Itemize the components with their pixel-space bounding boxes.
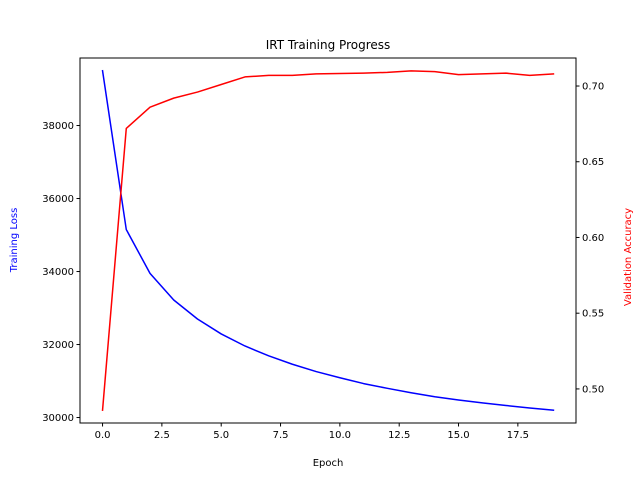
x-tick-label: 15.0 [447,430,469,441]
axes-frame [79,57,577,424]
x-tick-label: 7.5 [273,430,289,441]
chart-title: IRT Training Progress [266,38,391,52]
x-axis-label: Epoch [313,458,344,469]
y-left-tick-label: 30000 [42,413,74,424]
x-tick-label: 12.5 [388,430,410,441]
y-left-tick-label: 32000 [42,340,74,351]
y-right-tick-label: 0.60 [582,233,604,244]
y-left-tick-label: 34000 [42,267,74,278]
y-axis-right-label: Validation Accuracy [623,208,634,306]
training-loss-line [101,69,555,412]
plot-area [101,69,555,412]
y-axis-left: 30000 32000 34000 36000 38000 [42,121,80,424]
x-tick-label: 0.0 [95,430,111,441]
x-tick-label: 2.5 [154,430,170,441]
x-tick-label: 5.0 [213,430,229,441]
validation-accuracy-line [101,70,555,411]
x-tick-label: 17.5 [507,430,529,441]
y-right-tick-label: 0.70 [582,82,604,93]
y-left-tick-label: 36000 [42,194,74,205]
y-right-tick-label: 0.50 [582,384,604,395]
x-axis: 0.0 2.5 5.0 7.5 10.0 12.5 15.0 17.5 [95,423,529,441]
y-right-tick-label: 0.65 [582,157,604,168]
y-axis-right: 0.50 0.55 0.60 0.65 0.70 [576,82,604,395]
y-axis-left-label: Training Loss [9,208,20,274]
y-left-tick-label: 38000 [42,121,74,132]
y-right-tick-label: 0.55 [582,309,604,320]
x-tick-label: 10.0 [329,430,351,441]
